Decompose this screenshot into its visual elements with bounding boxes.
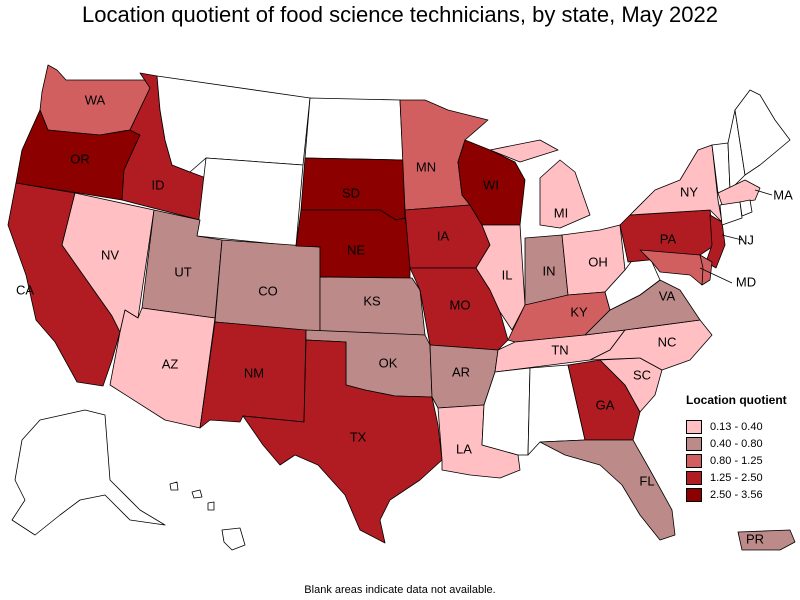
- state-label-ne: NE: [347, 242, 365, 257]
- state-label-ar: AR: [452, 364, 470, 379]
- state-label-nc: NC: [658, 334, 677, 349]
- state-ny[interactable]: [629, 144, 723, 223]
- state-label-or: OR: [70, 151, 90, 166]
- map-title: Location quotient of food science techni…: [82, 2, 718, 27]
- legend-item: 1.25 - 2.50: [686, 469, 798, 486]
- state-wy[interactable]: [196, 157, 304, 247]
- legend-swatch: [686, 487, 702, 502]
- legend-swatch: [686, 453, 702, 468]
- legend-title: Location quotient: [686, 393, 787, 407]
- state-label-ca: CA: [16, 282, 34, 297]
- state-ma[interactable]: [717, 179, 761, 206]
- state-label-ny: NY: [680, 184, 698, 199]
- state-label-pr: PR: [746, 531, 764, 546]
- state-me[interactable]: [734, 89, 791, 176]
- state-label-ma: MA: [773, 187, 793, 202]
- legend-swatch: [686, 470, 702, 485]
- legend-label: 0.40 - 0.80: [710, 437, 763, 450]
- legend-label: 0.80 - 1.25: [710, 454, 763, 467]
- state-label-il: IL: [502, 267, 513, 282]
- state-label-ky: KY: [570, 304, 588, 319]
- state-label-az: AZ: [162, 356, 179, 371]
- state-label-fl: FL: [639, 473, 654, 488]
- legend-label: 2.50 - 3.56: [710, 488, 763, 501]
- state-label-co: CO: [258, 283, 278, 298]
- state-label-la: LA: [456, 441, 472, 456]
- state-label-nm: NM: [244, 365, 264, 380]
- state-pr[interactable]: [737, 529, 796, 551]
- state-label-ok: OK: [379, 355, 398, 370]
- legend-item: 0.80 - 1.25: [686, 452, 798, 469]
- state-label-nj: NJ: [738, 232, 754, 247]
- state-il[interactable]: [475, 224, 526, 331]
- state-label-ga: GA: [596, 397, 615, 412]
- state-label-va: VA: [659, 288, 676, 303]
- leader-lines: [699, 189, 773, 284]
- legend-item: 0.40 - 0.80: [686, 435, 798, 452]
- map-legend: Location quotient 0.13 - 0.40 0.40 - 0.8…: [686, 393, 798, 503]
- state-label-pa: PA: [660, 231, 677, 246]
- state-label-sc: SC: [633, 367, 651, 382]
- state-label-id: ID: [152, 177, 165, 192]
- state-label-sd: SD: [342, 185, 360, 200]
- state-wi[interactable]: [457, 139, 526, 226]
- footnote: Blank areas indicate data not available.: [304, 584, 496, 596]
- state-ct[interactable]: [719, 201, 743, 226]
- state-ks[interactable]: [319, 276, 426, 336]
- state-label-mn: MN: [416, 159, 436, 174]
- state-mi[interactable]: [489, 139, 591, 229]
- state-label-mi: MI: [554, 205, 568, 220]
- state-ri[interactable]: [739, 199, 753, 217]
- state-label-tx: TX: [350, 429, 367, 444]
- state-fl[interactable]: [539, 439, 676, 541]
- state-label-wi: WI: [483, 177, 499, 192]
- state-label-wa: WA: [85, 92, 106, 107]
- legend-item: 2.50 - 3.56: [686, 486, 798, 503]
- legend-swatch: [686, 419, 702, 434]
- state-label-nv: NV: [101, 247, 119, 262]
- state-tx[interactable]: [242, 339, 443, 544]
- state-label-ks: KS: [363, 293, 381, 308]
- legend-label: 0.13 - 0.40: [710, 420, 763, 433]
- state-label-ut: UT: [174, 264, 191, 279]
- state-label-md: MD: [736, 274, 756, 289]
- state-label-in: IN: [543, 263, 556, 278]
- state-nd[interactable]: [304, 97, 404, 161]
- legend-swatch: [686, 436, 702, 451]
- state-wv[interactable]: [604, 249, 661, 311]
- state-hi[interactable]: [169, 481, 246, 551]
- state-de[interactable]: [699, 254, 713, 286]
- state-label-ia: IA: [437, 228, 450, 243]
- state-label-mo: MO: [450, 297, 471, 312]
- legend-item: 0.13 - 0.40: [686, 418, 798, 435]
- state-label-tn: TN: [551, 342, 568, 357]
- state-label-oh: OH: [588, 254, 608, 269]
- state-mt[interactable]: [156, 75, 311, 173]
- state-ak[interactable]: [11, 409, 166, 536]
- legend-label: 1.25 - 2.50: [710, 471, 763, 484]
